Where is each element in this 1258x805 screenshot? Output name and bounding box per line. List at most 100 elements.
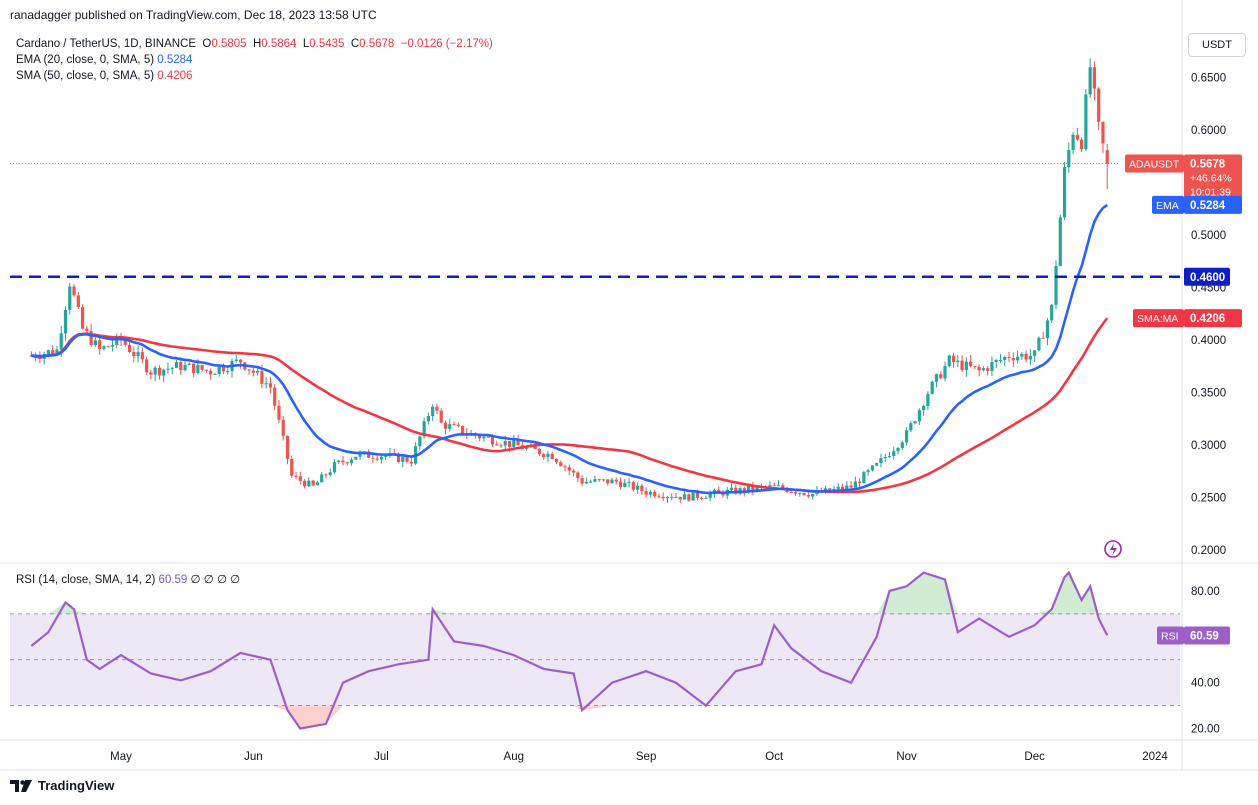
candle-body: [1054, 265, 1058, 305]
candle-body: [1028, 355, 1032, 360]
time-tick-label: May: [110, 751, 132, 763]
candle-body: [170, 367, 174, 369]
sma-label[interactable]: SMA (50, close, 0, SMA, 5): [16, 70, 155, 82]
candle-body: [640, 485, 644, 492]
candle-body: [981, 368, 986, 371]
candle-body: [418, 436, 422, 447]
candle-body: [431, 406, 435, 417]
candle-body: [960, 360, 964, 371]
candle-body: [1058, 217, 1062, 266]
candle-body: [162, 369, 166, 376]
candle-body: [127, 344, 132, 352]
candle-body: [793, 492, 798, 494]
currency-unit-button[interactable]: USDT: [1188, 33, 1246, 57]
candle-body: [234, 359, 238, 361]
candle-body: [618, 481, 623, 488]
candle-body: [751, 485, 755, 491]
time-tick-label: 2024: [1142, 751, 1168, 763]
candle-body: [704, 497, 708, 499]
candle-body: [593, 479, 597, 482]
candle-body: [1041, 337, 1045, 339]
candle-body: [524, 447, 529, 449]
rsi-tag: RSI: [1161, 630, 1179, 642]
candle-body: [700, 497, 704, 499]
candle-body: [63, 309, 68, 334]
candle-body: [631, 482, 635, 490]
candle-body: [285, 435, 290, 459]
candle-body: [507, 441, 512, 447]
candle-body: [332, 462, 337, 473]
candle-body: [879, 458, 883, 464]
last-price-change: +46.64%: [1190, 173, 1232, 185]
rsi-value: 60.59: [158, 574, 188, 586]
candle-body: [516, 440, 520, 446]
candle-body: [145, 359, 149, 373]
candle-body: [238, 359, 243, 363]
candle-body: [221, 366, 226, 372]
candle-body: [610, 479, 614, 484]
candle-body: [695, 492, 699, 498]
candle-body: [682, 494, 687, 500]
candle-body: [589, 481, 593, 483]
candle-body: [567, 467, 571, 471]
ema-label[interactable]: EMA (20, close, 0, SMA, 5): [16, 54, 155, 66]
candle-body: [324, 474, 328, 476]
candle-body: [922, 405, 926, 411]
rsi-legend: RSI (14, close, SMA, 14, 2) 60.59 ∅ ∅ ∅ …: [16, 572, 240, 586]
time-tick-label: Aug: [504, 751, 524, 763]
candle-body: [969, 361, 973, 367]
candle-body: [302, 480, 307, 487]
ema-price-label: 0.5284: [1190, 200, 1226, 212]
candle-body: [98, 340, 102, 349]
candle-body: [947, 355, 951, 367]
level-label-box: [1184, 267, 1230, 286]
time-tick-label: Oct: [765, 751, 784, 763]
candle-body: [670, 496, 674, 498]
candle-body: [166, 368, 170, 370]
candle-body: [644, 491, 648, 495]
candle-body: [866, 470, 870, 473]
candle-body: [200, 365, 204, 370]
candle-body: [986, 368, 990, 371]
candle-body: [661, 497, 665, 499]
candle-body: [1101, 121, 1105, 144]
price-tick-label: 0.6000: [1191, 125, 1226, 137]
ema-tag-box: [1152, 195, 1184, 214]
candle-body: [256, 371, 260, 373]
symbol-label[interactable]: Cardano / TetherUS, 1D, BINANCE: [16, 38, 197, 50]
candle-body: [191, 363, 196, 374]
candle-body: [533, 445, 537, 449]
candle-body: [939, 374, 943, 379]
rsi-label[interactable]: RSI (14, close, SMA, 14, 2): [16, 574, 156, 586]
candle-body: [734, 487, 738, 494]
candle-body: [998, 359, 1003, 361]
candle-body: [187, 363, 191, 365]
candle-body: [89, 331, 93, 346]
price-tick-label: 0.3500: [1191, 387, 1226, 399]
candle-body: [337, 460, 341, 463]
candle-body: [811, 494, 815, 497]
time-tick-label: Jul: [374, 751, 389, 763]
candle-body: [926, 393, 930, 406]
candle-body: [776, 485, 781, 487]
candle-body: [708, 493, 712, 498]
candle-body: [900, 442, 904, 448]
candle-body: [132, 351, 136, 357]
candle-body: [798, 492, 802, 494]
rsi-value-label: 60.59: [1190, 630, 1219, 642]
candle-body: [294, 475, 298, 477]
candle-body: [990, 362, 994, 371]
candle-body: [478, 435, 482, 439]
candle-body: [858, 481, 862, 484]
tradingview-logo[interactable]: TradingView: [10, 778, 114, 793]
price-tick-label: 0.2500: [1191, 492, 1226, 504]
candle-body: [290, 458, 294, 476]
candle-body: [1092, 67, 1097, 89]
rsi-tag-box: [1157, 626, 1184, 645]
candle-body: [1062, 167, 1067, 218]
sma-price-box: [1184, 309, 1242, 328]
sma-tag-box: [1133, 309, 1184, 328]
candle-body: [653, 491, 657, 497]
candle-body: [55, 349, 59, 355]
